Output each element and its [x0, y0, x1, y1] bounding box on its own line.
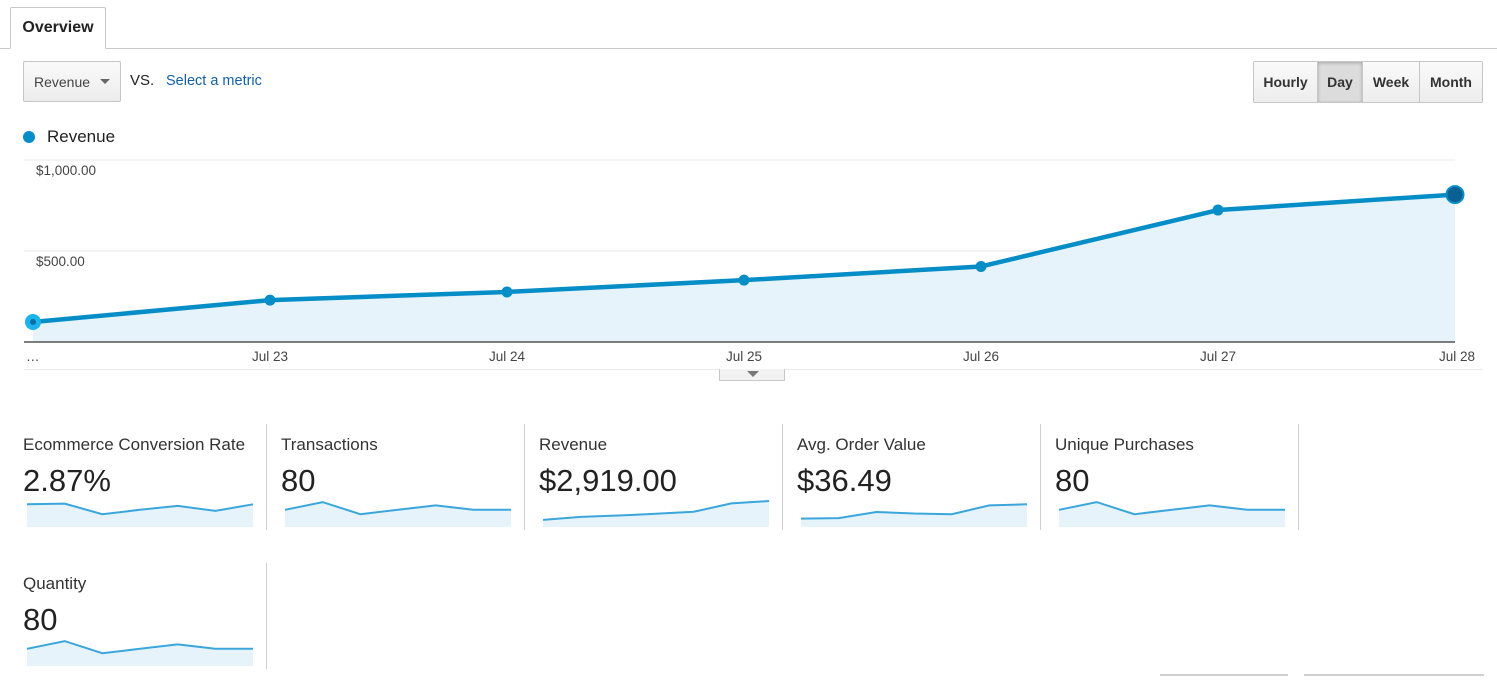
chevron-down-icon: [100, 79, 110, 84]
primary-metric-label: Revenue: [34, 73, 91, 90]
metric-value: 2.87%: [23, 463, 111, 498]
sparkline-area: [27, 503, 253, 527]
metric-sparkline: [800, 503, 1028, 527]
x-tick-label: …: [26, 349, 40, 364]
series-area-revenue: [33, 194, 1455, 342]
metric-name: Unique Purchases: [1055, 435, 1194, 454]
card-divider: [782, 424, 783, 530]
data-point: [501, 286, 513, 298]
metric-sparkline: [26, 502, 254, 527]
metric-sparkline: [1058, 501, 1285, 527]
metric-value: 80: [281, 463, 316, 498]
metric-name: Ecommerce Conversion Rate: [23, 435, 246, 454]
metric-sparkline: [26, 640, 253, 666]
partial-element-edge: [1160, 674, 1288, 676]
metric-card-conversion-rate[interactable]: Ecommerce Conversion Rate 2.87%: [23, 424, 281, 541]
data-point: [264, 294, 276, 306]
metric-name: Quantity: [23, 574, 87, 593]
chart-legend: Revenue: [23, 127, 115, 147]
data-point: [1212, 204, 1224, 216]
data-point-center: [30, 318, 36, 325]
metric-card-avg-order-value[interactable]: Avg. Order Value $36.49: [797, 424, 1055, 541]
legend-label: Revenue: [47, 127, 116, 146]
sparkline-area: [285, 502, 511, 527]
metric-value: $36.49: [797, 463, 892, 498]
y-tick-label: $1,000.00: [36, 163, 96, 178]
sparkline-line: [284, 501, 511, 516]
hourly-button[interactable]: Hourly: [1254, 62, 1318, 102]
sparkline-area: [1059, 502, 1285, 527]
x-tick-label: Jul 23: [252, 349, 288, 364]
x-tick-label: Jul 28: [1439, 349, 1475, 364]
partial-element-edge: [1304, 674, 1484, 676]
card-divider: [1040, 424, 1041, 530]
x-tick-label: Jul 24: [489, 349, 526, 364]
granularity-button-group: Hourly Day Week Month: [1253, 61, 1483, 103]
metric-sparkline: [284, 501, 511, 527]
metric-value: 80: [23, 602, 58, 637]
card-divider: [266, 563, 267, 669]
data-point: [975, 260, 987, 272]
sparkline-area: [801, 504, 1027, 527]
sparkline-line: [26, 640, 253, 655]
card-divider: [1298, 424, 1299, 530]
metric-sparkline: [542, 500, 770, 527]
chart-collapse-handle[interactable]: [719, 369, 785, 381]
metric-name: Revenue: [539, 435, 608, 454]
month-button[interactable]: Month: [1420, 62, 1482, 102]
data-point: [1445, 185, 1465, 205]
x-tick-label: Jul 26: [963, 349, 999, 364]
week-button[interactable]: Week: [1363, 62, 1420, 102]
revenue-line-chart: $1,000.00 $500.00 … Jul 23 Jul 24 Jul 25 Jul 2…: [24, 159, 1482, 370]
sparkline-line: [26, 502, 254, 516]
metric-card-transactions[interactable]: Transactions 80: [281, 424, 539, 541]
chevron-down-icon: [747, 371, 759, 377]
tab-bar: Overview: [0, 0, 1497, 49]
vs-label: VS.: [130, 72, 155, 89]
metric-value: 80: [1055, 463, 1090, 498]
sparkline-line: [542, 500, 770, 521]
metric-card-unique-purchases[interactable]: Unique Purchases 80: [1055, 424, 1313, 541]
card-divider: [524, 424, 525, 530]
card-divider: [266, 424, 267, 530]
day-button[interactable]: Day: [1318, 62, 1363, 102]
legend-dot-icon: [23, 131, 35, 143]
tab-overview[interactable]: Overview: [10, 7, 106, 49]
x-tick-label: Jul 25: [726, 349, 762, 364]
select-metric-link[interactable]: Select a metric: [166, 73, 262, 89]
y-tick-label: $500.00: [36, 254, 85, 269]
data-point: [738, 274, 750, 286]
sparkline-area: [27, 641, 253, 666]
metric-card-quantity[interactable]: Quantity 80: [23, 563, 281, 680]
metric-name: Avg. Order Value: [797, 435, 926, 454]
metric-card-revenue[interactable]: Revenue $2,919.00: [539, 424, 797, 541]
metric-name: Transactions: [281, 435, 378, 454]
metric-value: $2,919.00: [539, 463, 677, 498]
x-tick-label: Jul 27: [1200, 349, 1236, 364]
sparkline-line: [800, 503, 1028, 520]
primary-metric-dropdown[interactable]: Revenue: [23, 61, 121, 102]
sparkline-line: [1058, 501, 1285, 516]
